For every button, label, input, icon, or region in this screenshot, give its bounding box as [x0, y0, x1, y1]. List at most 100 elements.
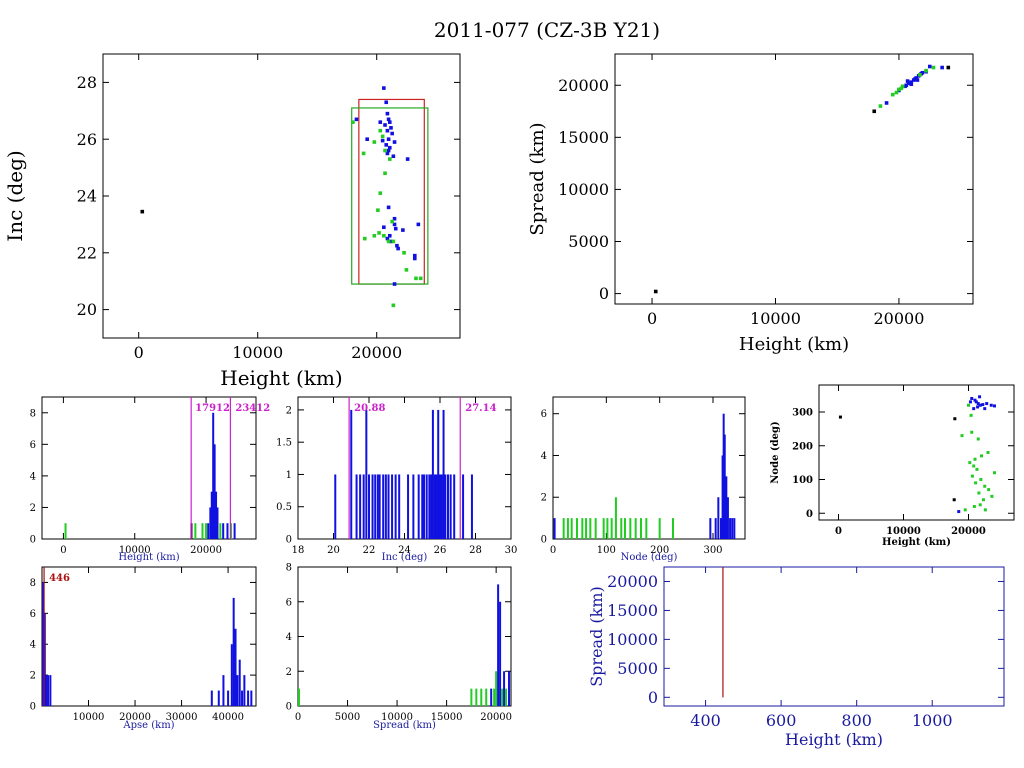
- scatter-point: [979, 478, 983, 481]
- scatter-point: [383, 148, 387, 153]
- reference-line-label: 446: [49, 573, 70, 584]
- histogram-bar: [210, 690, 213, 706]
- scatter-point: [972, 464, 976, 468]
- scatter-point: [380, 138, 385, 143]
- scatter-point: [976, 402, 980, 406]
- scatter-point: [383, 123, 387, 127]
- plot-area: [64, 397, 236, 539]
- scatter-point: [376, 208, 380, 212]
- histogram-bar: [462, 474, 465, 539]
- histogram-bar: [387, 474, 390, 539]
- x-axis-label: Height (km): [785, 730, 883, 749]
- spread-histogram: 0 5000 10000 15000 20000 0 2 4 6 8 Spread (km): [286, 563, 512, 732]
- scatter-point: [976, 405, 980, 409]
- x-tick-label: 10000: [886, 526, 921, 537]
- histogram-bar: [428, 474, 431, 539]
- histogram-bar: [722, 413, 725, 539]
- x-axis-label: Height (km): [739, 334, 849, 355]
- histogram-bar: [45, 675, 48, 706]
- reference-line-label: 20.88: [354, 403, 385, 414]
- scatter-point: [391, 239, 396, 244]
- histogram-bar: [423, 474, 426, 539]
- x-axis-label: Height (km): [220, 366, 342, 390]
- scatter-point: [993, 471, 996, 475]
- scatter-point: [909, 80, 914, 84]
- histogram-bar: [210, 491, 213, 539]
- scatter-point: [905, 79, 910, 83]
- scatter-point: [382, 225, 386, 230]
- histogram-bar: [238, 659, 241, 706]
- histogram-bar: [505, 688, 508, 706]
- scatter-point: [972, 407, 976, 411]
- x-tick-label: 100: [597, 545, 616, 556]
- y-tick-label: 15000: [607, 601, 658, 620]
- histogram-bar: [378, 474, 381, 539]
- x-tick-label: 10000: [750, 309, 801, 328]
- reference-line-label: 17912: [195, 403, 230, 414]
- histogram-bar: [417, 474, 420, 539]
- scatter-point: [940, 65, 944, 70]
- histogram-bar: [629, 518, 632, 539]
- x-tick-label: 26: [434, 545, 447, 556]
- x-tick-label: 20000: [119, 712, 151, 723]
- histogram-bar: [480, 688, 483, 706]
- histogram-bar: [440, 474, 443, 539]
- x-tick-label: 15000: [431, 712, 463, 723]
- scatter-point: [978, 395, 982, 399]
- x-tick-label: 0: [295, 712, 301, 723]
- histogram-bar: [49, 675, 52, 706]
- scatter-point: [968, 461, 972, 465]
- histogram-bar: [446, 474, 449, 539]
- scatter-point: [389, 239, 393, 244]
- scatter-point: [872, 109, 877, 114]
- scatter-point: [387, 120, 392, 124]
- y-tick-label: 20: [77, 300, 97, 319]
- histogram-bar: [485, 688, 488, 706]
- scatter-point: [382, 86, 386, 90]
- scatter-point: [884, 101, 889, 105]
- scatter-point: [918, 73, 922, 77]
- histogram-bar: [624, 518, 626, 539]
- scatter-point: [387, 233, 392, 238]
- scatter-point: [389, 126, 393, 130]
- histogram-bar: [562, 518, 565, 539]
- scatter-point: [372, 140, 377, 144]
- y-tick-label: 1: [286, 470, 292, 481]
- scatter-point: [974, 400, 978, 404]
- scatter-point: [653, 289, 658, 294]
- y-tick-label: 5000: [568, 232, 609, 251]
- histogram-bar: [230, 644, 233, 706]
- x-tick-label: 30: [505, 545, 518, 556]
- scatter-point: [985, 402, 989, 406]
- histogram-bar: [236, 675, 239, 706]
- y-tick-label: 2: [541, 493, 547, 504]
- scatter-point: [395, 243, 399, 248]
- y-tick-label: 6: [30, 440, 36, 451]
- y-axis-label: Node (deg): [770, 421, 781, 483]
- histogram-bar: [355, 474, 358, 539]
- scatter-point: [970, 430, 974, 434]
- scatter-point: [983, 508, 987, 512]
- x-tick-label: 10000: [73, 712, 105, 723]
- scatter-point: [977, 491, 981, 495]
- histogram-bar: [449, 474, 452, 539]
- scatter-point: [354, 117, 359, 122]
- plot-area: [298, 584, 511, 706]
- scatter-point: [974, 481, 978, 485]
- scatter-point: [385, 111, 390, 116]
- inc-vs-height-plot: 0 10000 20000 20 22 24 26 28 Height (km) Inc (deg…: [3, 53, 461, 390]
- scatter-point: [931, 65, 936, 70]
- scatter-point: [140, 209, 145, 214]
- y-tick-label: 8: [30, 578, 36, 589]
- histogram-bar: [581, 518, 584, 539]
- x-tick-label: 28: [469, 545, 482, 556]
- scatter-point: [363, 236, 367, 241]
- histogram-bar: [233, 523, 236, 539]
- histogram-bar: [470, 474, 473, 539]
- x-tick-label: 20: [327, 545, 340, 556]
- histogram-bar: [720, 518, 722, 539]
- histogram-bar: [606, 518, 609, 539]
- figure-title: 2011-077 (CZ-3B Y21): [434, 18, 660, 42]
- y-tick-label: 6: [286, 597, 292, 608]
